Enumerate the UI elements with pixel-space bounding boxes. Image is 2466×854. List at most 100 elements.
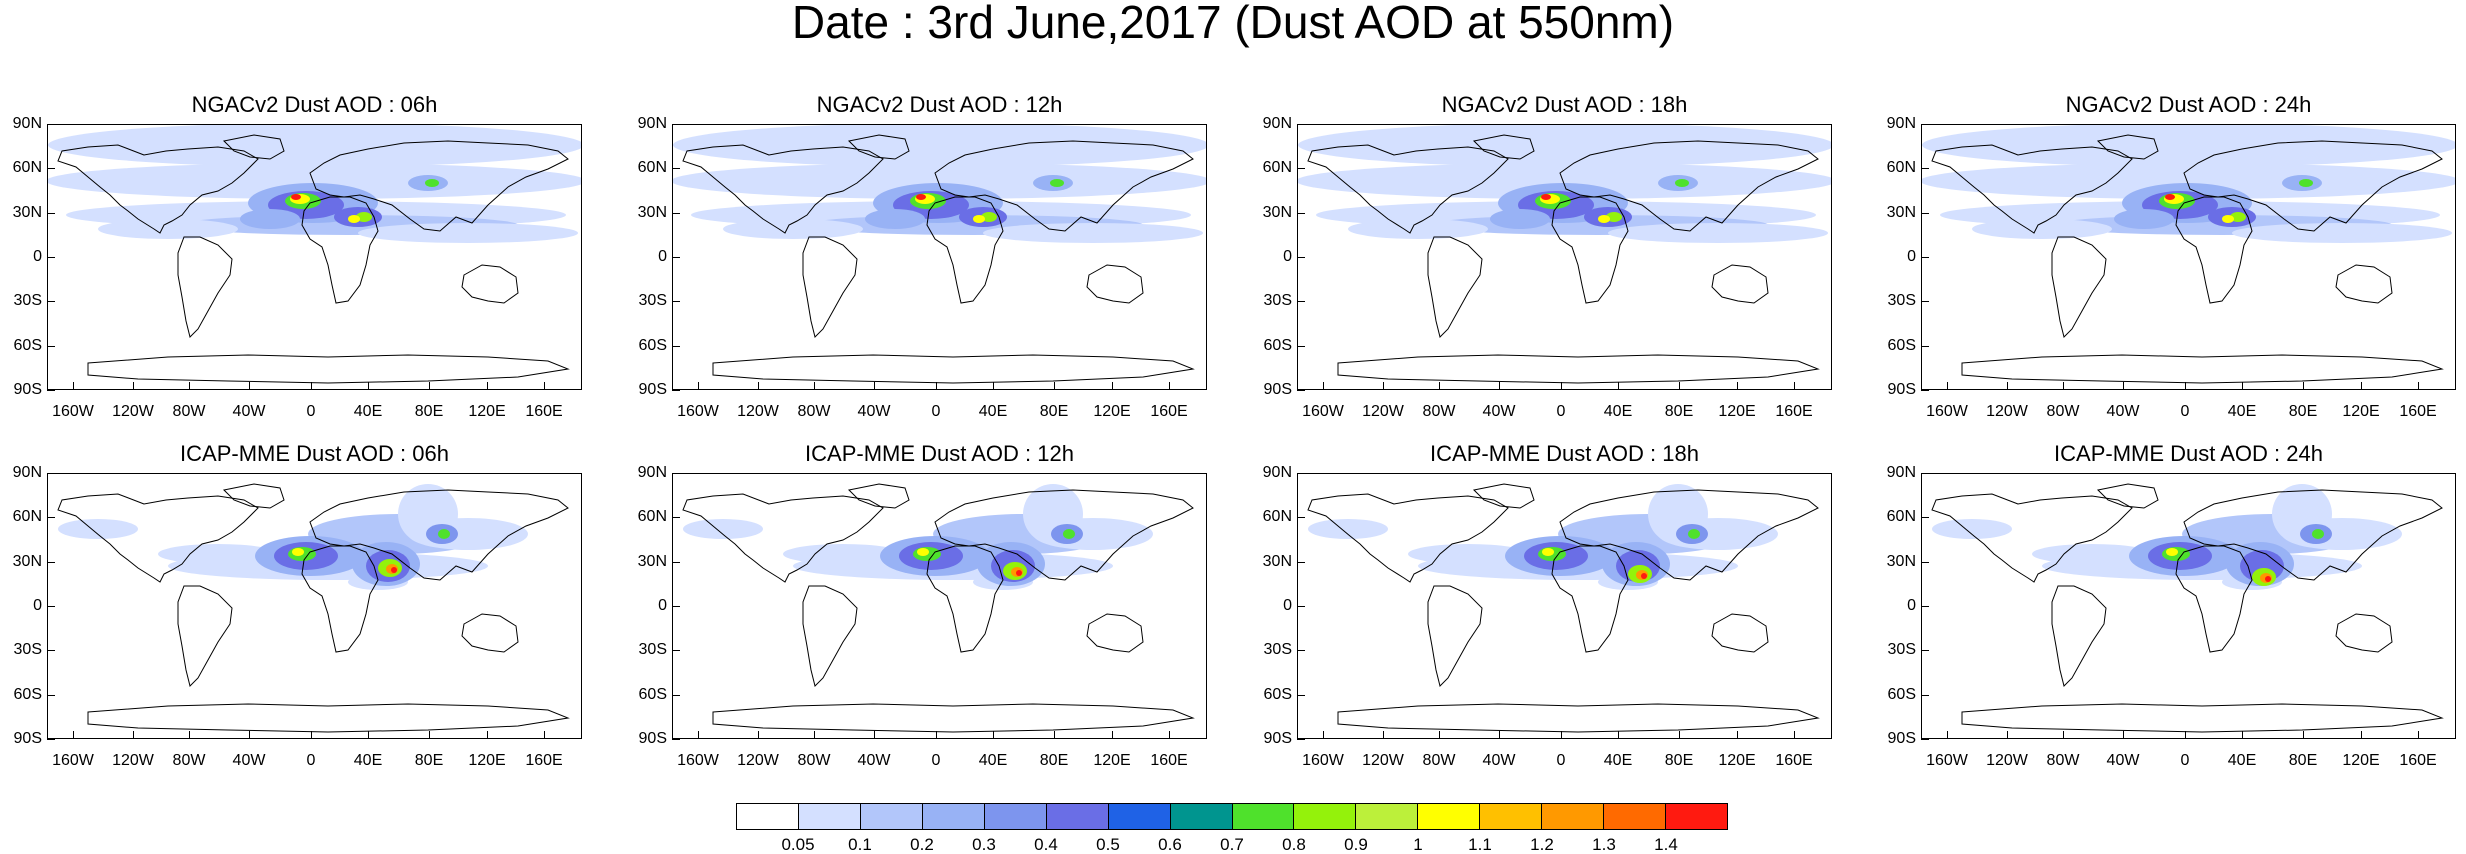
longitude-label: 80W bbox=[797, 403, 831, 420]
colorbar-swatch bbox=[1604, 804, 1667, 829]
longitude-label: 160W bbox=[1926, 403, 1968, 420]
dust-aod-map bbox=[47, 124, 582, 390]
latitude-tick bbox=[1921, 473, 1929, 474]
latitude-label: 90N bbox=[12, 115, 42, 132]
dust-field bbox=[2232, 223, 2452, 243]
panel-title: ICAP-MME Dust AOD : 06h bbox=[180, 441, 449, 466]
dust-field bbox=[58, 519, 138, 539]
coastline bbox=[802, 585, 858, 687]
latitude-tick bbox=[1921, 124, 1929, 125]
latitude-label: 30N bbox=[1886, 203, 1916, 221]
latitude-tick bbox=[672, 168, 680, 170]
dust-field bbox=[358, 223, 578, 243]
latitude-label: 60S bbox=[1887, 685, 1916, 703]
longitude-tick bbox=[487, 731, 488, 739]
latitude-tick bbox=[1297, 168, 1305, 170]
colorbar-label: 1.1 bbox=[1468, 835, 1492, 854]
latitude-label: 60N bbox=[1886, 508, 1916, 526]
longitude-label: 80W bbox=[1422, 752, 1456, 769]
coastline bbox=[712, 354, 1195, 384]
coastline bbox=[1086, 264, 1144, 304]
coastline bbox=[1307, 493, 1509, 583]
coastline bbox=[177, 236, 233, 338]
latitude-tick bbox=[1921, 739, 1929, 740]
latitude-tick bbox=[1297, 694, 1305, 696]
dust-field bbox=[916, 194, 926, 200]
coastline bbox=[1711, 613, 1769, 653]
latitude-tick bbox=[47, 257, 55, 258]
coastline bbox=[2335, 264, 2393, 304]
dust-field bbox=[1298, 125, 1831, 167]
latitude-tick bbox=[47, 390, 55, 391]
dust-field bbox=[1541, 194, 1551, 200]
longitude-tick bbox=[698, 731, 699, 739]
latitude-label: 60N bbox=[1262, 159, 1292, 177]
latitude-label: 90S bbox=[638, 381, 667, 398]
longitude-label: 80E bbox=[1664, 403, 1694, 420]
latitude-tick bbox=[47, 650, 55, 652]
dust-field bbox=[2299, 179, 2313, 187]
longitude-tick bbox=[368, 382, 369, 390]
longitude-tick bbox=[311, 731, 312, 739]
dust-field bbox=[1490, 209, 1550, 229]
latitude-tick bbox=[672, 257, 680, 258]
coastline bbox=[802, 236, 858, 338]
longitude-tick bbox=[2063, 731, 2064, 739]
latitude-label: 0 bbox=[33, 597, 42, 614]
coastline bbox=[2051, 585, 2107, 687]
dust-field bbox=[2312, 529, 2324, 539]
colorbar-swatch bbox=[1294, 804, 1357, 829]
coastline bbox=[1337, 354, 1820, 384]
dust-field bbox=[1063, 529, 1075, 539]
longitude-label: 40E bbox=[2227, 403, 2257, 420]
latitude-tick bbox=[1921, 517, 1929, 519]
dust-field bbox=[2265, 576, 2271, 582]
coastline bbox=[1472, 134, 1535, 160]
dust-field bbox=[391, 567, 397, 573]
latitude-label: 60S bbox=[1887, 336, 1916, 354]
dust-field bbox=[1675, 179, 1689, 187]
coastline bbox=[1559, 140, 1819, 232]
dust-field bbox=[1608, 223, 1828, 243]
latitude-tick bbox=[1297, 390, 1305, 391]
colorbar bbox=[736, 803, 1728, 830]
longitude-label: 160E bbox=[1150, 403, 1188, 420]
longitude-tick bbox=[1737, 382, 1738, 390]
longitude-label: 40W bbox=[857, 403, 891, 420]
longitude-label: 40W bbox=[857, 752, 891, 769]
coastline bbox=[2175, 545, 2253, 653]
longitude-label: 160E bbox=[1775, 403, 1813, 420]
longitude-tick bbox=[1323, 731, 1324, 739]
dust-aod-map bbox=[47, 473, 582, 739]
longitude-label: 120W bbox=[1362, 752, 1404, 769]
latitude-tick bbox=[1297, 212, 1305, 214]
colorbar-swatch bbox=[1046, 804, 1109, 829]
dust-aod-map bbox=[1297, 124, 1832, 390]
longitude-tick bbox=[814, 382, 815, 390]
latitude-tick bbox=[47, 473, 55, 474]
dust-field bbox=[673, 163, 1206, 199]
coastline bbox=[934, 489, 1194, 581]
latitude-label: 90S bbox=[1263, 381, 1292, 398]
dust-field bbox=[1348, 219, 1488, 239]
longitude-label: 160W bbox=[1302, 752, 1344, 769]
latitude-label: 30N bbox=[12, 203, 42, 221]
longitude-tick bbox=[2418, 731, 2419, 739]
coastline bbox=[2183, 489, 2443, 581]
longitude-tick bbox=[2185, 731, 2186, 739]
longitude-label: 80W bbox=[797, 752, 831, 769]
longitude-tick bbox=[1561, 731, 1562, 739]
latitude-tick bbox=[47, 739, 55, 740]
latitude-label: 60N bbox=[637, 159, 667, 177]
latitude-label: 60N bbox=[637, 508, 667, 526]
longitude-label: 160E bbox=[2399, 752, 2437, 769]
latitude-tick bbox=[1921, 561, 1929, 563]
longitude-label: 80W bbox=[172, 403, 206, 420]
dust-field bbox=[1308, 519, 1388, 539]
coastline bbox=[2096, 483, 2159, 509]
colorbar-swatch bbox=[1666, 804, 1727, 829]
panel-title: ICAP-MME Dust AOD : 18h bbox=[1430, 441, 1699, 466]
longitude-tick bbox=[2242, 382, 2243, 390]
coastline bbox=[309, 140, 569, 232]
coastline bbox=[87, 354, 570, 384]
